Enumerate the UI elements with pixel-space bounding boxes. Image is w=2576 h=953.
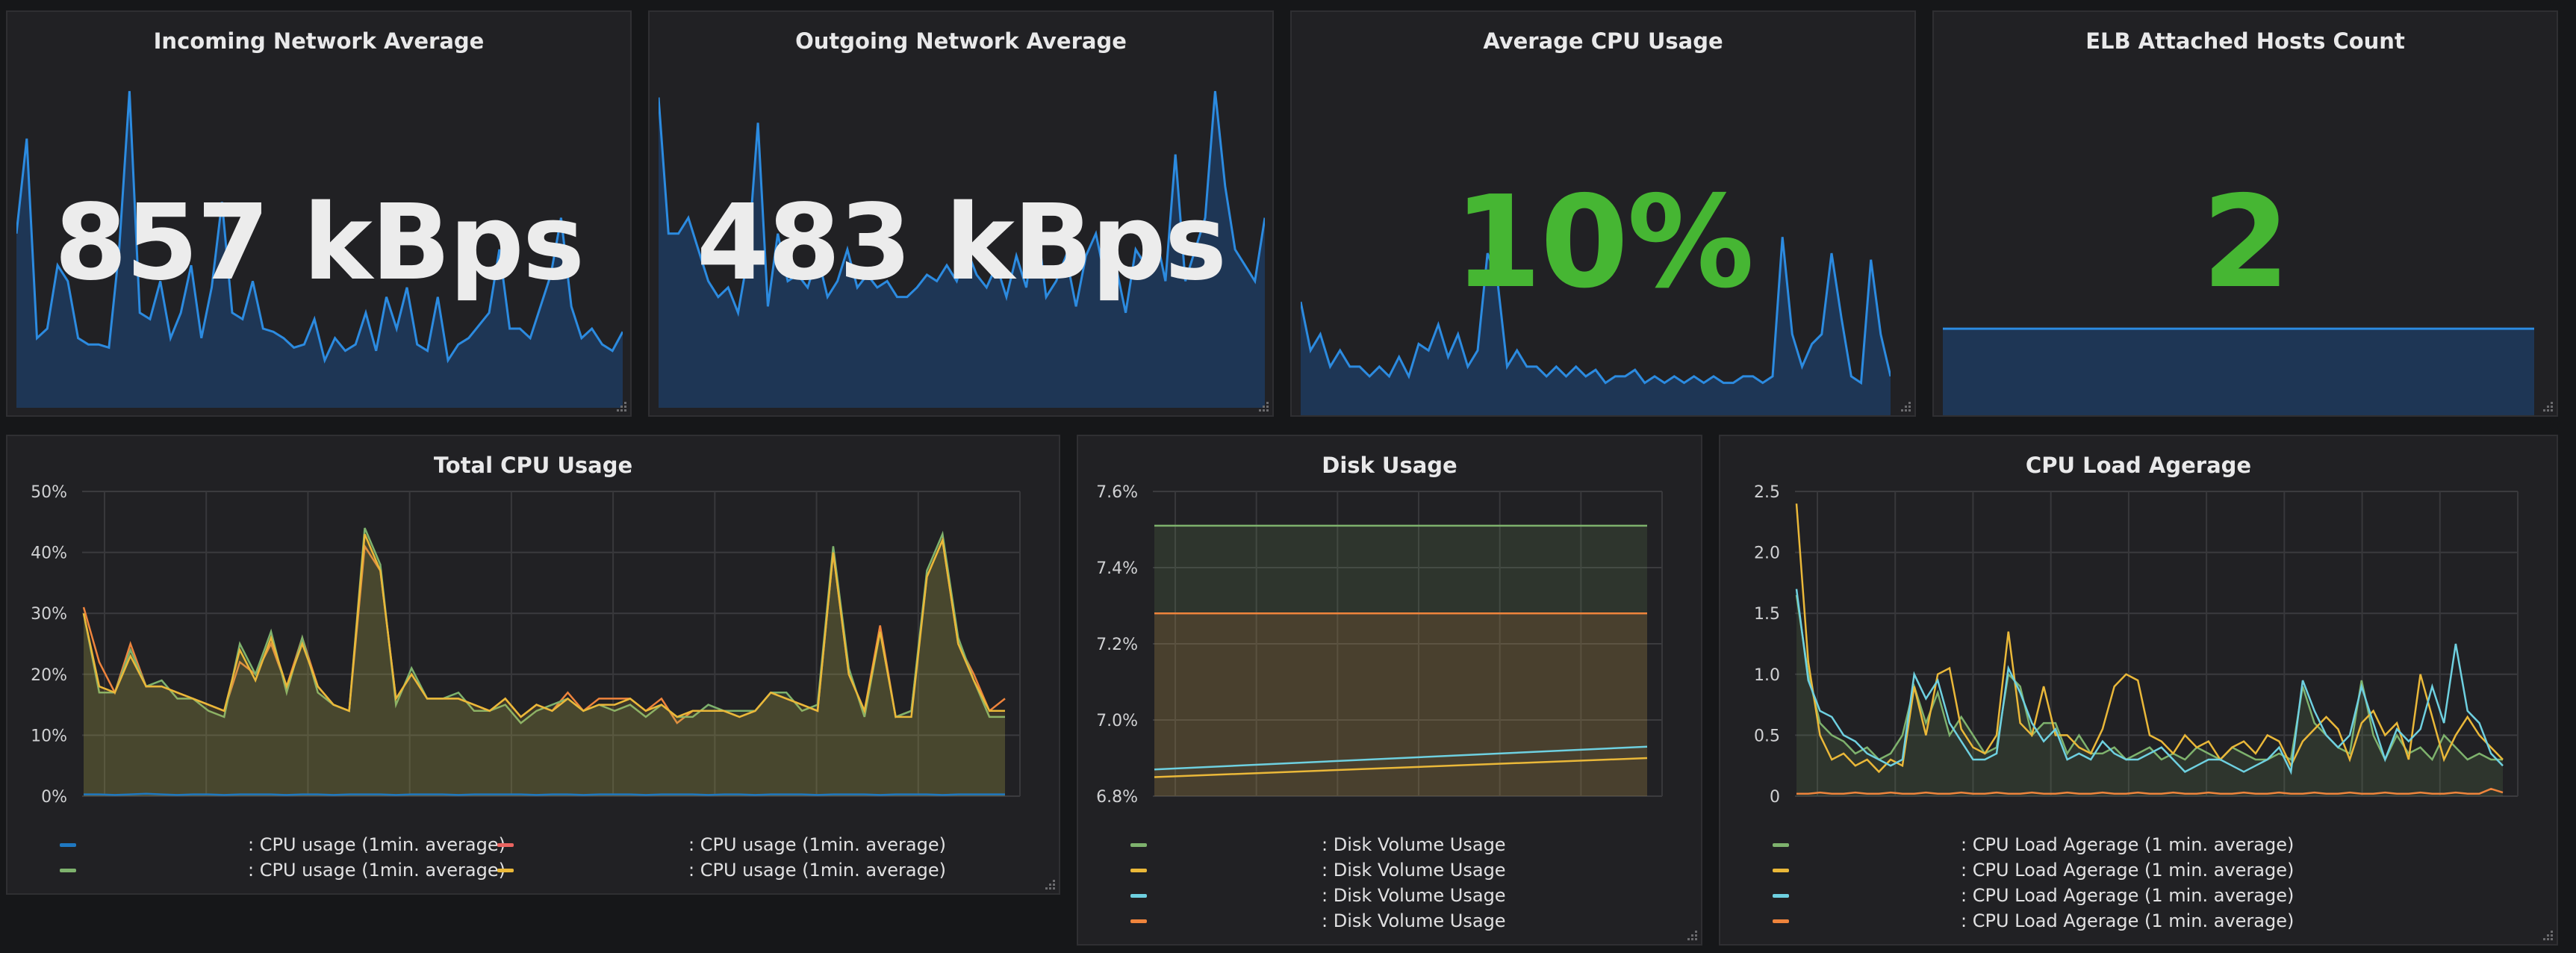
panel-title[interactable]: Average CPU Usage [1483,28,1723,54]
series-line-2 [1795,589,2504,775]
sparkline-line [1301,237,1891,385]
y-tick-label: 2.0 [1754,544,1780,563]
legend-label: : CPU usage (1min. average) [688,860,946,881]
legend-swatch [497,869,514,872]
legend-label: : Disk Volume Usage [1322,885,1506,906]
stat-value: 857 kBps [54,182,585,304]
disk-graph: 7.6% 7.4% 7.2% 7.0% 6.8% [1096,483,1663,807]
panel-title[interactable]: CPU Load Agerage [2025,453,2252,478]
legend: : CPU usage (1min. average) : CPU usage … [7,834,1059,886]
sparkline-area [1943,329,2534,415]
resize-handle-icon[interactable] [614,399,627,412]
series-area-0 [1154,525,1647,796]
stat-value: 10% [1453,169,1755,317]
y-tick-label: 0% [41,788,67,807]
legend-swatch [1130,919,1147,923]
stat-panel-cpu[interactable]: Average CPU Usage 10% [1290,10,1916,417]
y-tick-label: 7.2% [1096,636,1138,654]
legend-label: : CPU usage (1min. average) [248,860,505,881]
series-area-2 [84,534,1005,796]
legend-label: : CPU Load Agerage (1 min. average) [1961,885,2295,906]
sparkline-line [16,90,623,364]
legend-swatch [1773,869,1789,872]
stat-panel-incoming[interactable]: Incoming Network Average 857 kBps [6,10,632,417]
cpu-load-graph: 2.5 2.0 1.5 1.0 0.5 0 [1754,483,2519,807]
y-tick-label: 1.0 [1754,666,1780,685]
resize-handle-icon[interactable] [2540,399,2554,412]
legend-label: : Disk Volume Usage [1322,860,1506,881]
panel-title[interactable]: Disk Usage [1322,453,1457,478]
y-tick-label: 7.6% [1096,483,1138,502]
series-line-3 [1154,757,1648,778]
sparkline [1301,237,1891,415]
legend-label: : CPU Load Agerage (1 min. average) [1961,860,2295,881]
stat-value: 483 kBps [696,182,1227,304]
legend-swatch [60,869,76,872]
y-tick-label: 7.0% [1096,712,1138,730]
sparkline [16,90,623,408]
legend-swatch [1773,919,1789,923]
graph-panel-disk[interactable]: Disk Usage 7.6% 7.4% 7.2% 7.0% 6.8% : Disk V… [1077,435,1702,946]
series-line-2 [1154,745,1648,771]
sparkline [1943,327,2534,415]
series-area-1 [84,528,1005,796]
resize-handle-icon[interactable] [1898,399,1911,412]
sparkline-line [659,90,1265,317]
y-tick-label: 1.5 [1754,605,1780,624]
y-tick-label: 50% [31,483,67,502]
legend-label: : Disk Volume Usage [1322,834,1506,855]
resize-handle-icon[interactable] [1684,928,1698,941]
y-tick-label: 2.5 [1754,483,1780,502]
legend-label: : CPU Load Agerage (1 min. average) [1961,910,2295,931]
legend-label: : CPU Load Agerage (1 min. average) [1961,834,2295,855]
y-tick-label: 0.5 [1754,727,1780,745]
y-tick-label: 30% [31,605,67,624]
y-tick-label: 10% [31,727,67,745]
resize-handle-icon[interactable] [1042,877,1056,890]
stat-value: 2 [2201,169,2290,317]
legend: : CPU Load Agerage (1 min. average) : CP… [1720,834,2557,938]
stat-panel-elb-hosts[interactable]: ELB Attached Hosts Count 2 [1932,10,2558,417]
graph-panel-cpu-load[interactable]: CPU Load Agerage 2.5 2.0 1.5 1.0 0.5 0 : CPU … [1719,435,2558,946]
legend-swatch [497,843,514,847]
sparkline [659,90,1265,408]
legend-swatch [1130,894,1147,898]
resize-handle-icon[interactable] [1256,399,1269,412]
series-line-2 [82,533,1005,718]
legend: : Disk Volume Usage : Disk Volume Usage … [1078,834,1701,938]
series-area-1 [1154,613,1647,796]
legend-swatch [1773,843,1789,847]
graph-panel-total-cpu[interactable]: Total CPU Usage 50% 40% 30% 20% 10% 0% : CPU … [6,435,1060,895]
legend-label: : CPU usage (1min. average) [688,834,946,855]
legend-swatch [1773,894,1789,898]
y-tick-label: 0 [1770,788,1780,807]
y-tick-label: 6.8% [1096,788,1138,807]
stat-panel-outgoing[interactable]: Outgoing Network Average 483 kBps [648,10,1274,417]
panel-title[interactable]: ELB Attached Hosts Count [2085,28,2405,54]
panel-title[interactable]: Outgoing Network Average [795,28,1127,54]
legend-label: : CPU usage (1min. average) [248,834,505,855]
sparkline-area [659,91,1265,408]
legend-swatch [60,843,76,847]
legend-swatch [1130,869,1147,872]
total-cpu-graph: 50% 40% 30% 20% 10% 0% [31,483,1021,807]
series-line-1 [1795,503,2504,774]
legend-swatch [1130,843,1147,847]
resize-handle-icon[interactable] [2540,928,2554,941]
y-tick-label: 40% [31,544,67,563]
panel-title[interactable]: Total CPU Usage [433,453,633,478]
series-line-3 [1796,787,2504,795]
legend-label: : Disk Volume Usage [1322,910,1506,931]
y-tick-label: 20% [31,666,67,685]
y-tick-label: 7.4% [1096,559,1138,578]
sparkline-area [1301,237,1891,415]
panel-title[interactable]: Incoming Network Average [153,28,485,54]
series-line-3 [84,792,1005,796]
